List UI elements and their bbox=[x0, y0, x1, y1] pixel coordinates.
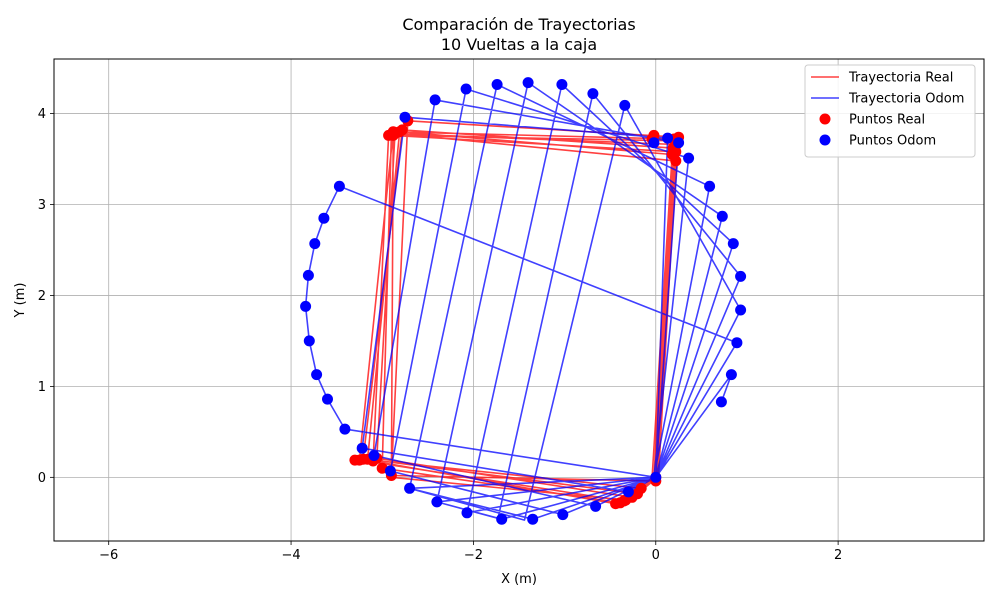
data-point bbox=[527, 513, 539, 525]
x-tick-label: −2 bbox=[464, 548, 483, 563]
legend-label-puntos-real: Puntos Real bbox=[849, 113, 925, 128]
data-point bbox=[318, 212, 330, 224]
data-point bbox=[496, 513, 508, 525]
y-axis-label: Y (m) bbox=[13, 283, 28, 319]
series-points-puntos-odom bbox=[300, 77, 747, 525]
plot-area bbox=[300, 77, 747, 525]
x-tick-label: 0 bbox=[652, 548, 660, 563]
data-point bbox=[735, 270, 747, 282]
data-point bbox=[303, 335, 315, 347]
legend-label-trayectoria-odom: Trayectoria Odom bbox=[848, 92, 964, 107]
y-tick-label: 1 bbox=[38, 380, 46, 395]
y-tick-label: 4 bbox=[38, 107, 46, 122]
data-point bbox=[399, 111, 411, 123]
data-point bbox=[704, 180, 716, 192]
legend-label-trayectoria-real: Trayectoria Real bbox=[848, 71, 953, 86]
data-point bbox=[368, 450, 380, 461]
data-point bbox=[460, 83, 472, 95]
data-point bbox=[339, 423, 351, 435]
data-point bbox=[429, 94, 441, 106]
data-point bbox=[727, 238, 739, 250]
data-point bbox=[556, 79, 568, 90]
data-point bbox=[356, 442, 368, 454]
data-point bbox=[431, 496, 443, 508]
data-point bbox=[673, 137, 685, 149]
data-point bbox=[622, 486, 634, 498]
y-tick-label: 0 bbox=[38, 471, 46, 486]
legend-swatch-puntos-real bbox=[819, 113, 831, 125]
data-point bbox=[610, 498, 622, 510]
data-point bbox=[735, 304, 747, 316]
data-point bbox=[618, 495, 630, 507]
data-point bbox=[587, 88, 599, 100]
data-point bbox=[650, 471, 662, 483]
chart-title: Comparación de Trayectorias bbox=[402, 15, 635, 34]
chart-subtitle: 10 Vueltas a la caja bbox=[441, 35, 597, 54]
legend-swatch-puntos-odom bbox=[819, 134, 831, 146]
data-point bbox=[648, 137, 660, 149]
y-tick-label: 3 bbox=[38, 198, 46, 213]
legend: Trayectoria Real Trayectoria Odom Puntos R… bbox=[804, 64, 976, 158]
data-point bbox=[670, 155, 682, 167]
series-line-trayectoria-real bbox=[358, 120, 680, 505]
data-point bbox=[311, 369, 323, 381]
data-point bbox=[322, 393, 333, 405]
data-point bbox=[619, 99, 631, 111]
plot-frame bbox=[53, 58, 985, 542]
axis-ticks: −6 −4 −2 0 2 0 1 2 3 4 bbox=[38, 107, 843, 563]
x-tick-label: 2 bbox=[834, 548, 842, 563]
legend-label-puntos-odom: Puntos Odom bbox=[849, 134, 936, 149]
data-point bbox=[461, 507, 473, 519]
x-axis-label: X (m) bbox=[501, 572, 537, 587]
data-point bbox=[384, 465, 396, 477]
data-point bbox=[333, 180, 345, 192]
data-point bbox=[715, 396, 727, 408]
x-tick-label: −6 bbox=[99, 548, 118, 563]
data-point bbox=[404, 482, 416, 494]
data-point bbox=[309, 238, 321, 250]
data-point bbox=[731, 337, 743, 349]
data-point bbox=[522, 77, 534, 89]
y-tick-label: 2 bbox=[38, 289, 46, 304]
data-point bbox=[683, 152, 695, 164]
data-point bbox=[662, 132, 674, 144]
data-point bbox=[302, 269, 314, 281]
legend-box bbox=[804, 64, 976, 158]
data-point bbox=[557, 509, 569, 521]
data-point bbox=[349, 454, 361, 466]
x-tick-label: −4 bbox=[281, 548, 300, 563]
data-point bbox=[716, 210, 728, 222]
data-point bbox=[387, 126, 399, 138]
data-point bbox=[300, 300, 312, 312]
data-point bbox=[491, 79, 503, 90]
data-point bbox=[725, 369, 737, 381]
data-point bbox=[590, 500, 602, 512]
